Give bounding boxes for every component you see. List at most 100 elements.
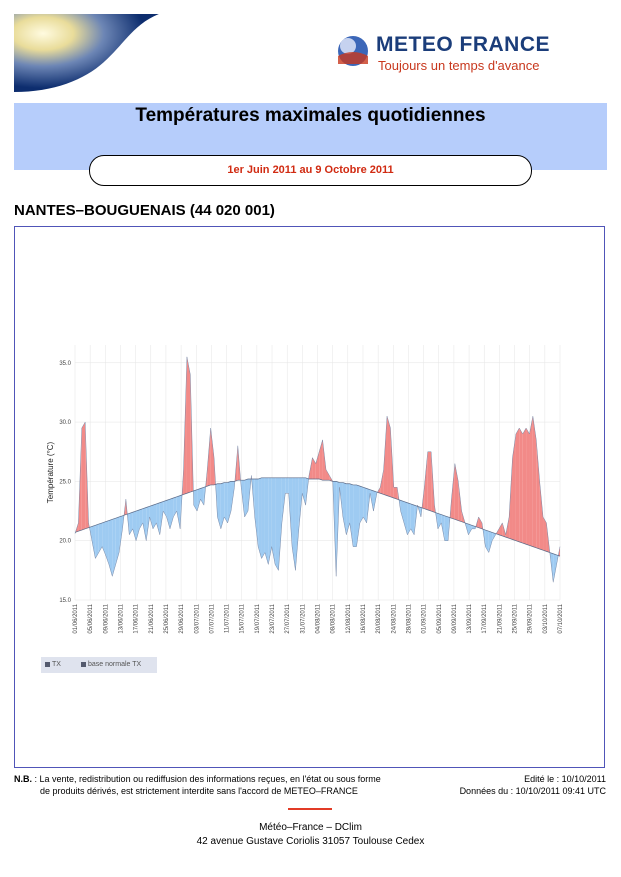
deviation-area bbox=[244, 479, 248, 517]
meteo-globe-logo bbox=[14, 14, 159, 92]
deviation-area bbox=[539, 481, 544, 551]
normal-series-line bbox=[74, 477, 561, 557]
x-tick-label: 13/06/2011 bbox=[118, 603, 124, 633]
deviation-area bbox=[509, 457, 513, 540]
meteo-france-emblem-icon bbox=[338, 36, 368, 66]
deviation-area bbox=[437, 513, 442, 529]
y-tick-label: 15.0 bbox=[59, 598, 71, 604]
deviation-area bbox=[424, 451, 428, 510]
deviation-area bbox=[220, 482, 225, 529]
deviation-area bbox=[532, 416, 537, 548]
deviation-area bbox=[522, 428, 527, 545]
deviation-area bbox=[149, 505, 154, 529]
footer-address-block: Météo–France – DClim 42 avenue Gustave C… bbox=[0, 821, 621, 849]
x-tick-label: 29/09/2011 bbox=[528, 603, 534, 633]
deviation-area bbox=[258, 477, 262, 559]
x-tick-label: 09/06/2011 bbox=[103, 603, 109, 633]
x-tick-label: 16/08/2011 bbox=[361, 603, 367, 633]
x-tick-label: 07/10/2011 bbox=[558, 603, 564, 633]
deviation-area bbox=[264, 477, 269, 565]
deviation-area bbox=[363, 487, 367, 523]
deviation-area bbox=[458, 481, 462, 522]
deviation-area bbox=[342, 482, 347, 535]
deviation-area bbox=[451, 463, 455, 520]
deviation-area bbox=[427, 451, 432, 512]
deviation-area bbox=[132, 511, 137, 541]
deviation-area bbox=[119, 515, 123, 553]
deviation-area bbox=[383, 416, 388, 496]
temperature-chart: 15.0 20.0 25.0 30.0 35.0 Température (°C) 01/0… bbox=[46, 345, 564, 634]
deviation-area bbox=[281, 477, 286, 523]
deviation-area bbox=[444, 515, 449, 541]
x-tick-label: 25/06/2011 bbox=[164, 603, 170, 633]
deviation-area bbox=[387, 416, 391, 497]
deviation-area bbox=[346, 483, 350, 535]
deviation-area bbox=[325, 469, 330, 481]
deviation-area bbox=[278, 477, 282, 571]
deviation-area bbox=[485, 530, 489, 553]
deviation-area bbox=[546, 522, 550, 553]
deviation-area bbox=[98, 522, 103, 553]
deviation-area bbox=[536, 439, 540, 549]
deviation-area bbox=[322, 439, 326, 481]
tx-series-line bbox=[74, 356, 561, 583]
deviation-area bbox=[441, 514, 445, 541]
deviation-area bbox=[553, 553, 557, 583]
deviation-area bbox=[156, 502, 160, 535]
deviation-area bbox=[315, 451, 320, 480]
x-tick-label: 01/09/2011 bbox=[422, 603, 428, 633]
deviation-area bbox=[512, 433, 516, 541]
x-tick-label: 05/06/2011 bbox=[88, 603, 94, 633]
deviation-area bbox=[515, 428, 520, 542]
x-tick-label: 03/10/2011 bbox=[543, 603, 549, 633]
legend-item-tx: TX bbox=[45, 661, 61, 668]
footer-notice: N.B. : La vente, redistribution ou redif… bbox=[14, 773, 381, 797]
x-tick-label: 11/07/2011 bbox=[225, 603, 231, 633]
deviation-area bbox=[105, 520, 109, 565]
deviation-area bbox=[75, 522, 79, 533]
deviation-area bbox=[312, 457, 316, 480]
deviation-area bbox=[403, 501, 408, 535]
x-tick-label: 21/09/2011 bbox=[497, 603, 503, 633]
legend-label-base: base normale TX bbox=[88, 661, 142, 668]
y-tick-label: 20.0 bbox=[59, 539, 71, 545]
deviation-area bbox=[200, 487, 204, 506]
x-tick-label: 29/06/2011 bbox=[179, 603, 185, 633]
deviation-area bbox=[81, 422, 86, 531]
period-text: 1er Juin 2011 au 9 Octobre 2011 bbox=[227, 164, 394, 176]
deviation-area bbox=[349, 483, 354, 547]
x-tick-label: 19/07/2011 bbox=[255, 603, 261, 633]
edited-date: Edité le : 10/10/2011 bbox=[524, 774, 606, 784]
x-tick-label: 28/08/2011 bbox=[406, 603, 412, 633]
deviation-area bbox=[261, 477, 265, 559]
y-tick-label: 35.0 bbox=[59, 361, 71, 367]
deviation-area bbox=[492, 532, 496, 541]
deviation-area bbox=[271, 477, 276, 565]
legend-swatch-tx bbox=[45, 662, 50, 667]
deviation-area bbox=[268, 477, 272, 565]
x-tick-label: 21/06/2011 bbox=[149, 603, 155, 633]
y-tick-label: 30.0 bbox=[59, 420, 71, 426]
x-tick-label: 07/07/2011 bbox=[209, 603, 215, 633]
deviation-area bbox=[393, 487, 398, 500]
chart-frame: 15.0 20.0 25.0 30.0 35.0 Température (°C) 01/0… bbox=[14, 226, 605, 768]
deviation-area bbox=[173, 496, 177, 517]
deviation-area bbox=[543, 516, 547, 552]
deviation-area bbox=[176, 495, 181, 529]
deviation-area bbox=[407, 502, 411, 535]
x-tick-label: 04/08/2011 bbox=[316, 603, 322, 633]
x-tick-label: 15/07/2011 bbox=[240, 603, 246, 633]
footer-address: 42 avenue Gustave Coriolis 31057 Toulous… bbox=[196, 836, 425, 847]
deviation-area bbox=[471, 525, 476, 529]
legend-label-tx: TX bbox=[52, 661, 61, 668]
deviation-area bbox=[163, 500, 167, 517]
x-tick-label: 13/09/2011 bbox=[467, 603, 473, 633]
deviation-area bbox=[129, 512, 133, 535]
deviation-area bbox=[478, 516, 482, 529]
deviation-area bbox=[353, 484, 357, 547]
deviation-area bbox=[295, 477, 299, 571]
x-tick-label: 08/08/2011 bbox=[331, 603, 337, 633]
x-tick-label: 05/09/2011 bbox=[437, 603, 443, 633]
data-date: Données du : 10/10/2011 09:41 UTC bbox=[459, 786, 606, 796]
deviation-area bbox=[95, 524, 99, 559]
